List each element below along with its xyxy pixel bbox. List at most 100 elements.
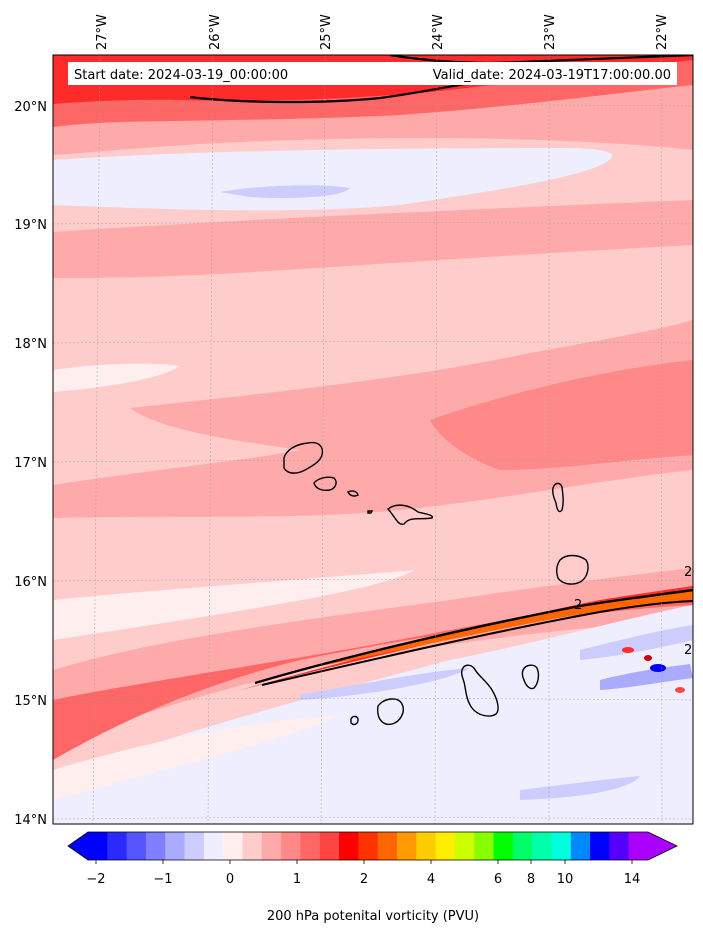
colorbar-tick-label: −1 bbox=[153, 872, 172, 887]
colorbar bbox=[67, 831, 678, 864]
lat-tick-labels: 20°N 19°N 18°N 17°N 16°N 15°N 14°N bbox=[14, 100, 47, 828]
colorbar-swatch bbox=[88, 832, 108, 860]
lon-tick-label: 25°W bbox=[319, 14, 334, 50]
colorbar-swatch bbox=[107, 832, 128, 860]
pv-low-strip-18n bbox=[53, 363, 180, 392]
colorbar-extend-min bbox=[68, 832, 88, 860]
lon-tick-label: 23°W bbox=[543, 14, 558, 50]
pv-band-19n bbox=[53, 200, 693, 278]
pv-low-south bbox=[53, 605, 693, 824]
pv-low-band-north bbox=[53, 148, 613, 211]
lat-tick-label: 14°N bbox=[14, 813, 47, 828]
island-coastlines bbox=[283, 441, 589, 726]
colorbar-swatch bbox=[184, 832, 205, 860]
lon-tick-label: 22°W bbox=[655, 14, 670, 50]
colorbar-swatch bbox=[223, 832, 244, 860]
colorbar-swatch bbox=[126, 832, 147, 860]
colorbar-tick-label: 0 bbox=[226, 872, 234, 887]
pv-cell-red-3 bbox=[675, 687, 685, 693]
pv-cell-blue-1 bbox=[650, 664, 666, 672]
colorbar-swatch bbox=[493, 832, 514, 860]
colorbar-swatch bbox=[416, 832, 437, 860]
island-ilheu bbox=[367, 510, 374, 514]
colorbar-swatch bbox=[551, 832, 572, 860]
lat-tick-label: 15°N bbox=[14, 694, 47, 709]
colorbar-swatch bbox=[609, 832, 630, 860]
colorbar-swatch bbox=[242, 832, 263, 860]
colorbar-swatch bbox=[377, 832, 398, 860]
colorbar-swatch bbox=[319, 832, 340, 860]
lat-tick-label: 20°N bbox=[14, 100, 47, 115]
lon-tick-label: 26°W bbox=[208, 14, 223, 50]
contour-label: 2 bbox=[574, 598, 582, 613]
header-box bbox=[68, 62, 677, 85]
colorbar-extend-max bbox=[648, 832, 677, 860]
colorbar-swatch bbox=[590, 832, 610, 860]
colorbar-tick-label: 14 bbox=[624, 872, 641, 887]
island-sal bbox=[552, 482, 564, 513]
colorbar-swatch bbox=[628, 832, 649, 860]
colorbar-swatch bbox=[532, 832, 553, 860]
colorbar-swatch bbox=[358, 832, 379, 860]
gridlines bbox=[53, 55, 693, 824]
colorbar-swatch bbox=[512, 832, 533, 860]
pv-low-patch bbox=[220, 185, 350, 198]
colorbar-swatch bbox=[165, 832, 186, 860]
island-sao-vicente bbox=[313, 476, 337, 492]
lon-tick-label: 24°W bbox=[431, 14, 446, 50]
pv-low-south-blue-2 bbox=[580, 625, 693, 660]
contour-label-edge: 2 bbox=[684, 565, 692, 580]
pv-north-contour bbox=[389, 55, 693, 64]
colorbar-tick-label: 4 bbox=[427, 872, 435, 887]
colorbar-tick-label: 6 bbox=[494, 872, 502, 887]
colorbar-swatch bbox=[570, 832, 591, 860]
lon-tick-label: 27°W bbox=[95, 14, 110, 50]
island-fogo bbox=[377, 698, 404, 726]
colorbar-swatch bbox=[203, 832, 224, 860]
colorbar-label: 200 hPa potenital vorticity (PVU) bbox=[267, 909, 479, 924]
lat-tick-label: 16°N bbox=[14, 575, 47, 590]
colorbar-tick-label: −2 bbox=[86, 872, 105, 887]
colorbar-tick-label: 10 bbox=[557, 872, 574, 887]
map-panel: 2 2 2 bbox=[53, 55, 693, 824]
colorbar-swatch bbox=[396, 832, 417, 860]
pv-cell-red-2 bbox=[644, 655, 652, 661]
pv-low-south-blue-3 bbox=[600, 664, 693, 690]
island-brava bbox=[350, 715, 359, 726]
island-santa-luzia bbox=[347, 490, 359, 497]
pv-low-strip-16n bbox=[53, 570, 415, 640]
colorbar-tick-label: 2 bbox=[360, 872, 368, 887]
pv-band-17n-core bbox=[430, 360, 693, 470]
pv-low-south-blue-1 bbox=[300, 668, 470, 700]
contour-label-edge-2: 2 bbox=[684, 643, 692, 658]
pv-fold-contour-2 bbox=[261, 600, 693, 686]
pv-cell-red-1 bbox=[622, 647, 634, 653]
pv-fold-contour bbox=[254, 588, 693, 685]
valid-date-label: Valid_date: 2024-03-19T17:00:00.00 bbox=[433, 68, 671, 83]
colorbar-swatch bbox=[339, 832, 359, 860]
pv-low-south-blue-4 bbox=[520, 776, 640, 800]
island-boa-vista bbox=[555, 554, 589, 585]
colorbar-swatch bbox=[281, 832, 302, 860]
island-maio bbox=[521, 664, 540, 690]
start-date-label: Start date: 2024-03-19_00:00:00 bbox=[74, 68, 288, 83]
colorbar-outline bbox=[67, 831, 678, 861]
colorbar-swatch bbox=[454, 832, 475, 860]
colorbar-swatch bbox=[145, 832, 166, 860]
island-santo-antao bbox=[283, 441, 324, 474]
lat-tick-label: 18°N bbox=[14, 337, 47, 352]
lat-tick-label: 17°N bbox=[14, 456, 47, 471]
pv-low-south-pink bbox=[53, 715, 340, 800]
pv-fold-orange bbox=[300, 588, 693, 670]
colorbar-tick-labels: −2 −1 0 1 2 4 6 8 10 14 bbox=[86, 872, 640, 887]
colorbar-swatch bbox=[435, 832, 456, 860]
lon-tick-labels: 27°W 26°W 25°W 24°W 23°W 22°W bbox=[95, 14, 670, 50]
colorbar-swatch bbox=[300, 832, 321, 860]
colorbar-swatch bbox=[474, 832, 495, 860]
island-sao-nicolau bbox=[386, 504, 434, 525]
island-santiago bbox=[460, 664, 499, 717]
colorbar-tick-label: 8 bbox=[527, 872, 535, 887]
colorbar-tick-label: 1 bbox=[293, 872, 301, 887]
lat-tick-label: 19°N bbox=[14, 218, 47, 233]
